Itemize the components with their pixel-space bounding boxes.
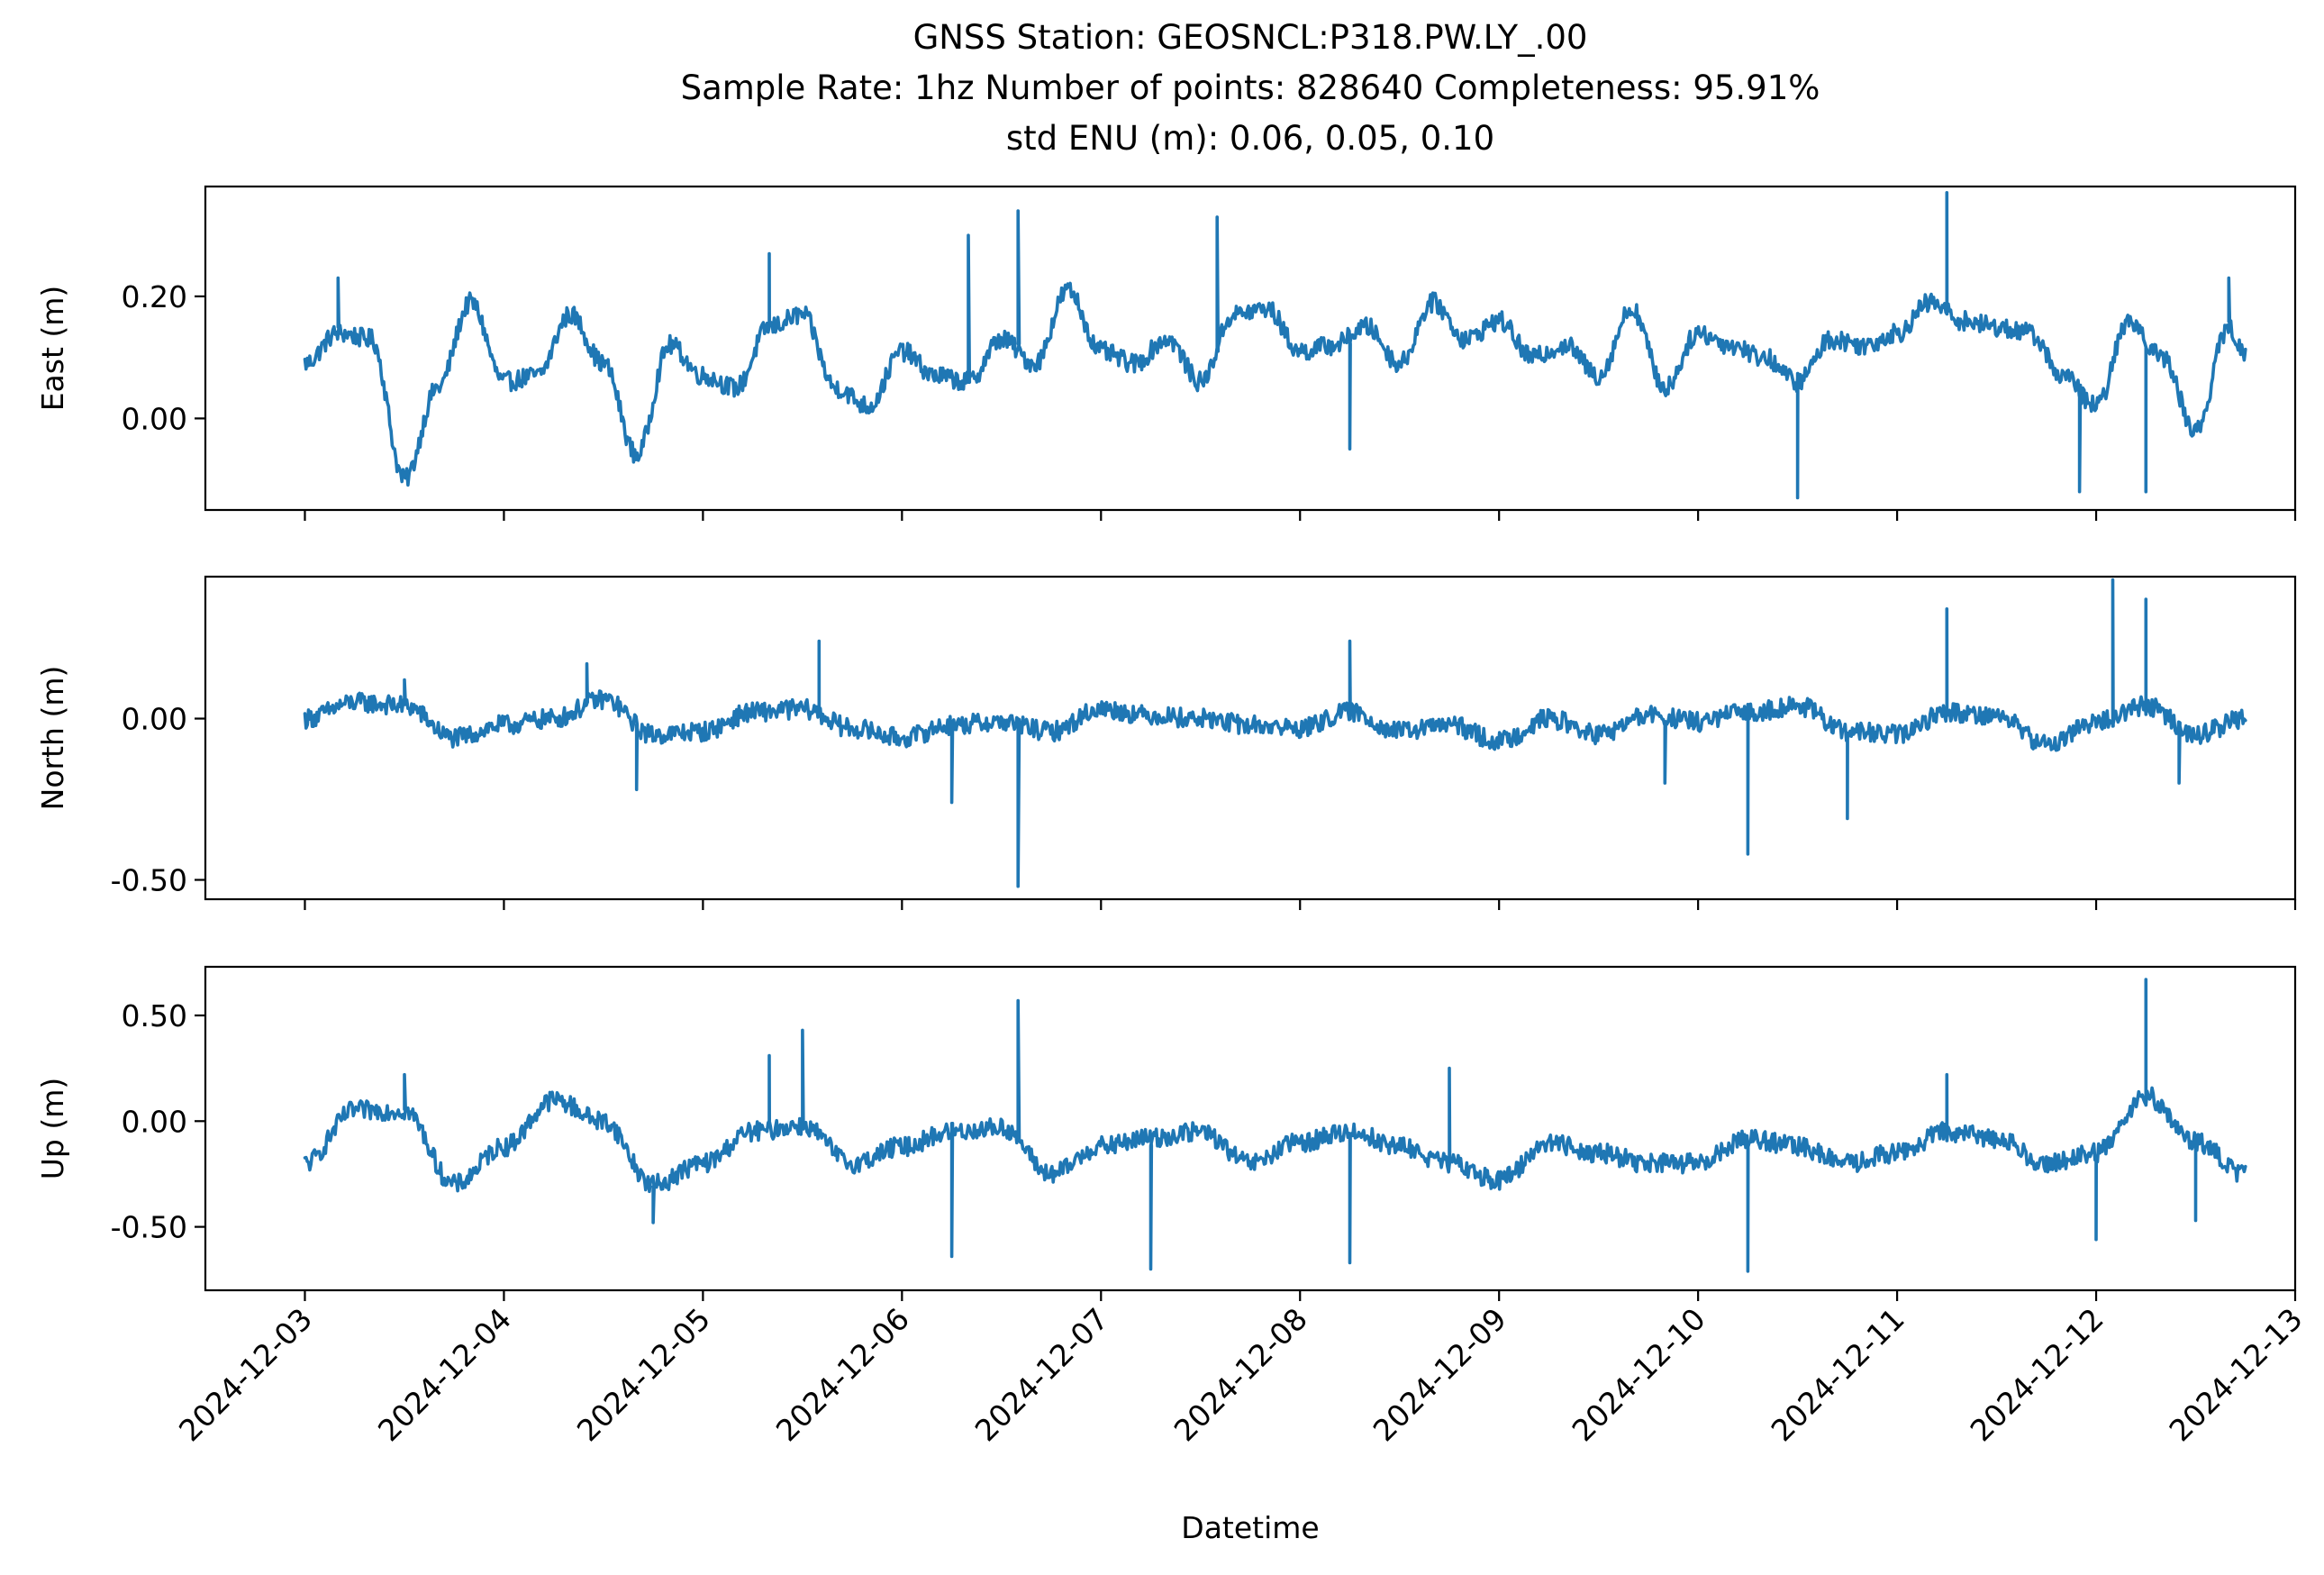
x-tick-label: 2024-12-05 bbox=[570, 1301, 717, 1448]
x-tick-label: 2024-12-11 bbox=[1765, 1301, 1911, 1448]
panel-3: 0.50 0.00 -0.50 Up (m) bbox=[35, 965, 2297, 1301]
series-line-2 bbox=[303, 578, 2247, 888]
y-axis-label-3: Up (m) bbox=[35, 1078, 70, 1180]
title-line-3: std ENU (m): 0.06, 0.05, 0.10 bbox=[1006, 119, 1494, 158]
title-line-2: Sample Rate: 1hz Number of points: 82864… bbox=[681, 68, 1820, 107]
y-axis-label-2: North (m) bbox=[35, 666, 70, 811]
y-tick-label: 0.20 bbox=[122, 279, 187, 314]
y-tick-label: 0.50 bbox=[122, 998, 187, 1033]
x-axis-label: Datetime bbox=[1181, 1510, 1319, 1545]
y-tick-label: 0.00 bbox=[122, 702, 187, 737]
y-axis-label-1: East (m) bbox=[35, 286, 70, 412]
panel-frame-1 bbox=[204, 185, 2297, 512]
x-tick-label: 2024-12-04 bbox=[371, 1301, 518, 1448]
x-tick-label: 2024-12-06 bbox=[769, 1301, 916, 1448]
series-line-1 bbox=[303, 191, 2247, 500]
y-tick-label: 0.00 bbox=[122, 1104, 187, 1139]
panel-frame-3 bbox=[204, 965, 2297, 1292]
x-tick-label: 2024-12-13 bbox=[2162, 1301, 2309, 1448]
x-tick-label: 2024-12-08 bbox=[1167, 1301, 1314, 1448]
panel-1: 0.20 0.00 East (m) bbox=[35, 185, 2297, 521]
y-tick-label: -0.50 bbox=[111, 863, 187, 898]
panel-2: 0.00 -0.50 North (m) bbox=[35, 575, 2297, 910]
x-tick-label: 2024-12-09 bbox=[1366, 1301, 1513, 1448]
x-tick-label: 2024-12-07 bbox=[968, 1301, 1115, 1448]
series-line-3 bbox=[303, 978, 2247, 1273]
y-tick-label: 0.00 bbox=[122, 401, 187, 436]
panel-frame-2 bbox=[204, 575, 2297, 901]
x-tick-label: 2024-12-12 bbox=[1964, 1301, 2111, 1448]
x-axis-ticks: 2024-12-03 2024-12-04 2024-12-05 2024-12-06… bbox=[172, 1301, 2310, 1448]
x-tick-label: 2024-12-03 bbox=[172, 1301, 319, 1448]
title-line-1: GNSS Station: GEOSNCL:P318.PW.LY_.00 bbox=[913, 18, 1588, 57]
y-tick-label: -0.50 bbox=[111, 1210, 187, 1245]
chart-title: GNSS Station: GEOSNCL:P318.PW.LY_.00 Sam… bbox=[681, 18, 1820, 158]
x-tick-label: 2024-12-10 bbox=[1566, 1301, 1712, 1448]
